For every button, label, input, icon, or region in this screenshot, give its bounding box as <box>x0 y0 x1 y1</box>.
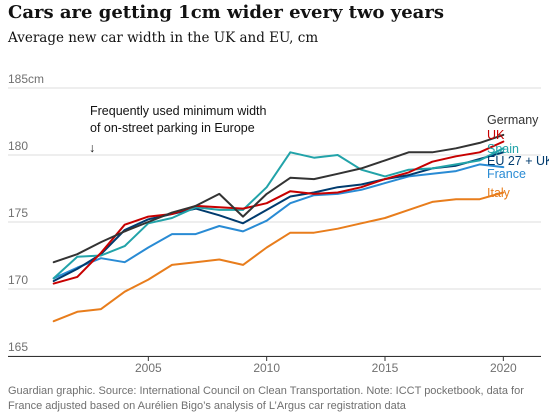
y-tick-label: 165 <box>8 340 28 354</box>
series-label-france: France <box>487 167 526 181</box>
series-line-france <box>52 163 505 280</box>
series-line-spain <box>52 147 505 280</box>
series-label-uk: UK <box>487 128 505 142</box>
y-axis-ticks: 185cm 180 175 170 165 <box>8 72 44 354</box>
x-axis: 2005 2010 2015 2020 <box>8 356 541 375</box>
series-label-spain: Spain <box>487 142 519 156</box>
source-note: Guardian graphic. Source: International … <box>8 385 524 412</box>
series-label-italy: Italy <box>487 186 511 200</box>
y-tick-label: 185cm <box>8 72 44 86</box>
x-tick-label: 2020 <box>490 361 517 375</box>
series-line-uk <box>52 140 505 285</box>
series-lines <box>52 133 505 323</box>
x-tick-label: 2010 <box>253 361 280 375</box>
x-tick-label: 2005 <box>135 361 162 375</box>
line-chart: 185cm 180 175 170 165 2005 2010 2015 2020 Frequ… <box>8 72 549 375</box>
annotation-text: Frequently used minimum width <box>90 104 267 118</box>
chart-subtitle: Average new car width in the UK and EU, … <box>8 30 319 46</box>
series-label-eu-27-uk: EU 27 + UK <box>487 154 549 168</box>
chart-title: Cars are getting 1cm wider every two yea… <box>8 2 444 23</box>
x-tick-label: 2015 <box>372 361 399 375</box>
y-tick-label: 180 <box>8 139 28 153</box>
series-line-germany <box>52 133 505 264</box>
gridlines <box>8 87 541 357</box>
parking-width-annotation: Frequently used minimum width of on-stree… <box>89 104 267 155</box>
series-line-italy <box>52 191 505 323</box>
annotation-arrow: ↓ <box>89 141 95 155</box>
y-tick-label: 175 <box>8 206 28 220</box>
annotation-text: of on-street parking in Europe <box>90 121 255 135</box>
y-tick-label: 170 <box>8 273 28 287</box>
series-label-germany: Germany <box>487 113 539 127</box>
